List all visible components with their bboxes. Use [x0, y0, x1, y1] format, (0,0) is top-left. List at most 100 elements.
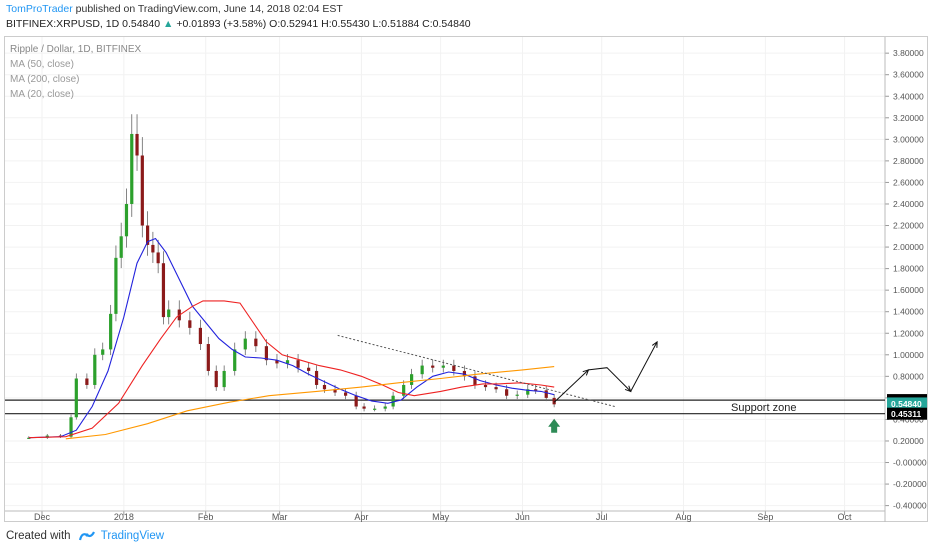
price-candle	[402, 384, 406, 396]
low-value: L:0.51884	[372, 18, 420, 30]
chart-legend: Ripple / Dollar, 1D, BITFINEX MA (50, cl…	[10, 42, 141, 102]
price-candle	[452, 365, 456, 371]
x-tick-label: Dec	[34, 512, 51, 522]
price-label-box	[887, 407, 927, 420]
x-tick-label: Mar	[272, 512, 288, 522]
price-candle	[526, 389, 530, 395]
price-candle	[373, 408, 377, 410]
publish-line: TomProTrader published on TradingView.co…	[6, 3, 343, 15]
y-tick-label: -0.20000	[893, 479, 927, 489]
y-tick-label: 2.60000	[893, 177, 924, 187]
price-candle	[135, 133, 139, 156]
price-candle	[140, 155, 144, 226]
y-tick-label: 1.60000	[893, 285, 924, 295]
chart-frame[interactable]: 3.80000 3.60000 3.40000 3.20000 3.00000 2.800…	[4, 36, 928, 523]
price-candle	[146, 225, 150, 245]
price-candle	[114, 257, 118, 314]
symbol-name[interactable]: BITFINEX:XRPUSD, 1D	[6, 18, 120, 30]
legend-ma20[interactable]: MA (20, close)	[10, 89, 74, 100]
y-tick-label: 1.80000	[893, 264, 924, 274]
price-candle	[243, 338, 247, 350]
ma50-line[interactable]	[28, 300, 555, 439]
price-candle	[198, 327, 202, 345]
buy-arrow-icon	[548, 418, 561, 433]
price-candle	[322, 384, 327, 390]
price-label: 0.45311	[891, 409, 922, 419]
symbol-line: BITFINEX:XRPUSD, 1D 0.54840 ▲ +0.01893 (…	[6, 18, 471, 30]
price-candle	[441, 365, 445, 368]
x-tick-label: Feb	[198, 512, 214, 522]
price-candle	[391, 395, 395, 407]
price-candle	[534, 389, 538, 391]
header-bar: TomProTrader published on TradingView.co…	[0, 0, 932, 36]
x-tick-label: Aug	[676, 512, 692, 522]
close-value: C:0.54840	[422, 18, 471, 30]
price-candle	[254, 338, 258, 347]
high-value: H:0.55430	[321, 18, 370, 30]
price-candle	[473, 376, 477, 385]
support-zone-label: Support zone	[731, 402, 796, 414]
tradingview-brand-link[interactable]: TradingView	[100, 530, 165, 543]
price-candle	[410, 374, 414, 385]
arrowhead	[582, 369, 590, 376]
x-tick-label: May	[432, 512, 450, 522]
footer: Created with TradingView	[0, 524, 932, 550]
price-candle	[333, 389, 337, 393]
price-candle	[264, 346, 268, 361]
price-chart[interactable]: 3.80000 3.60000 3.40000 3.20000 3.00000 2.800…	[4, 36, 928, 523]
price-candle	[296, 360, 300, 368]
price-candle	[206, 344, 210, 371]
x-tick-label: Apr	[354, 512, 368, 522]
last-price: 0.54840	[122, 18, 161, 30]
arrowhead	[651, 340, 658, 348]
price-candle	[285, 360, 290, 364]
price-candle	[544, 390, 548, 398]
x-tick-label: Sep	[757, 512, 773, 522]
price-candle	[275, 360, 279, 364]
price-candle	[515, 394, 519, 396]
price-candle	[27, 437, 31, 439]
projected-path[interactable]	[553, 341, 658, 403]
created-with: Created with TradingView	[6, 530, 164, 542]
price-candle	[156, 252, 160, 264]
price-candle	[344, 392, 348, 396]
legend-ma50[interactable]: MA (50, close)	[10, 59, 74, 70]
price-candle	[161, 263, 166, 318]
price-candle	[101, 349, 105, 355]
y-tick-label: 2.40000	[893, 199, 924, 209]
y-tick-label: 1.00000	[893, 350, 924, 360]
y-tick-label: 1.20000	[893, 328, 924, 338]
price-candle	[494, 387, 498, 390]
price-label: 0.54840	[891, 399, 922, 409]
price-candle	[151, 244, 155, 253]
y-tick-label: 3.80000	[893, 48, 924, 58]
legend-title: Ripple / Dollar, 1D, BITFINEX	[10, 44, 142, 55]
y-tick-label: 2.20000	[893, 221, 924, 231]
ma200-line[interactable]	[65, 366, 555, 440]
price-candle	[109, 313, 113, 350]
price-change: +0.01893 (+3.58%)	[176, 18, 267, 30]
price-candle	[552, 397, 556, 405]
y-tick-label: -0.40000	[893, 501, 927, 511]
price-candle	[93, 354, 97, 385]
price-candle	[307, 367, 311, 371]
price-candle	[362, 406, 366, 409]
price-candle	[431, 365, 435, 368]
open-value: O:0.52941	[269, 18, 319, 30]
price-candle	[69, 417, 73, 437]
price-candle	[188, 320, 192, 328]
y-tick-label: 1.40000	[893, 307, 924, 317]
price-candle	[167, 309, 171, 318]
arrowhead	[624, 385, 632, 393]
tradingview-logo-icon	[78, 531, 95, 541]
price-candle	[505, 389, 509, 396]
y-tick-label: 2.80000	[893, 156, 924, 166]
created-with-text: Created with	[6, 530, 71, 543]
legend-ma200[interactable]: MA (200, close)	[10, 74, 80, 85]
y-tick-label: -0.00000	[893, 458, 927, 468]
x-tick-label: Jun	[515, 512, 530, 522]
author-link[interactable]: TomProTrader	[6, 3, 73, 15]
price-label-box	[887, 397, 927, 410]
price-candle	[214, 370, 218, 388]
price-candle	[130, 133, 134, 204]
